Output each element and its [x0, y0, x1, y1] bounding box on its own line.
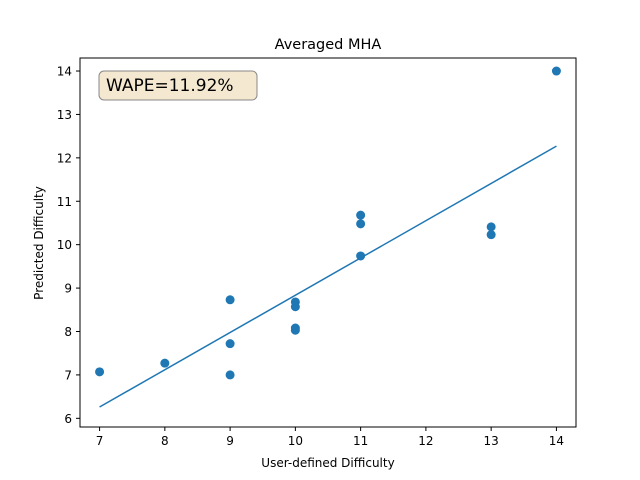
scatter-point	[356, 219, 366, 229]
x-tick-label: 9	[226, 434, 234, 448]
x-tick-label: 10	[288, 434, 303, 448]
x-tick-label: 11	[353, 434, 368, 448]
y-tick-label: 14	[57, 65, 72, 79]
plot-area: 7 8 9 10 11 12 13 14 6 7 8 9 10 11 12 13 14 WAPE=11.92%	[57, 57, 577, 448]
scatter-point	[95, 367, 105, 377]
x-axis-label: User-defined Difficulty	[261, 456, 394, 470]
x-tick-label: 13	[484, 434, 499, 448]
y-tick-label: 12	[57, 151, 72, 165]
y-tick-label: 11	[57, 195, 72, 209]
fit-line	[99, 145, 557, 408]
y-axis-label: Predicted Difficulty	[32, 186, 46, 300]
scatter-point	[486, 230, 496, 240]
y-tick-label: 9	[64, 282, 72, 296]
scatter-point	[486, 222, 496, 232]
scatter-point	[225, 339, 235, 349]
scatter-point	[356, 251, 366, 261]
scatter-point	[290, 302, 300, 312]
x-tick-label: 12	[418, 434, 433, 448]
y-tick-label: 10	[57, 238, 72, 252]
scatter-point	[225, 295, 235, 305]
scatter-point	[160, 358, 170, 368]
x-tick-label: 7	[96, 434, 104, 448]
wape-annotation: WAPE=11.92%	[98, 70, 258, 101]
x-tick-label: 14	[549, 434, 564, 448]
scatter-point	[290, 325, 300, 335]
annotation-text: WAPE=11.92%	[106, 76, 234, 96]
x-tick-label: 8	[161, 434, 169, 448]
y-tick-label: 8	[64, 325, 72, 339]
scatter-point	[356, 210, 366, 220]
y-tick-label: 6	[64, 412, 72, 426]
scatter-point	[551, 66, 561, 76]
y-tick-label: 13	[57, 108, 72, 122]
scatter-point	[225, 370, 235, 380]
plot-frame	[79, 57, 577, 428]
y-tick-label: 7	[64, 368, 72, 382]
annotation-box	[98, 70, 258, 101]
chart-title: Averaged MHA	[275, 37, 382, 53]
